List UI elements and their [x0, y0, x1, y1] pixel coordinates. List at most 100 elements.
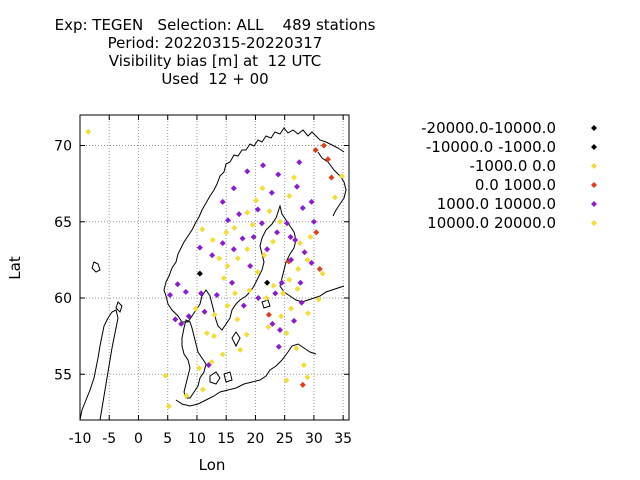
legend-marker: [591, 182, 597, 188]
legend-label: -20000.0-10000.0: [421, 119, 556, 137]
data-point: [263, 295, 270, 301]
axis-ticks: -10 -5 0 5 10 15 20 25 30 35 55 60 65 70: [54, 115, 352, 447]
legend-marker: [591, 144, 597, 150]
data-point: [338, 173, 345, 179]
data-point: [274, 229, 281, 236]
data-point: [172, 316, 179, 323]
data-point: [324, 156, 331, 163]
data-point: [315, 296, 322, 303]
y-axis-label: Lat: [6, 256, 24, 280]
chart-title-block: Exp: TEGEN Selection: ALL 489 stations P…: [0, 16, 430, 88]
data-point: [283, 377, 290, 384]
data-point: [298, 299, 305, 306]
data-point: [308, 259, 315, 266]
legend-marker: [591, 201, 597, 207]
legend-marker: [591, 220, 597, 226]
data-point: [234, 255, 241, 262]
data-point: [296, 159, 303, 166]
x-tick-label: -5: [102, 431, 116, 447]
data-point: [240, 302, 247, 309]
data-point: [210, 333, 217, 340]
data-point: [165, 403, 172, 410]
legend-label: -10000.0 -1000.0: [426, 138, 556, 156]
data-point: [278, 313, 285, 320]
data-point: [243, 331, 250, 338]
data-point: [288, 256, 295, 263]
data-point: [254, 269, 261, 276]
data-point: [85, 128, 92, 135]
y-tick-label: 55: [54, 367, 72, 383]
data-point: [275, 343, 282, 350]
data-point: [220, 275, 227, 282]
data-point: [300, 362, 307, 369]
data-point: [198, 290, 205, 297]
data-point: [299, 381, 306, 388]
x-tick-label: 10: [188, 431, 206, 447]
data-point: [244, 246, 251, 253]
data-point: [268, 189, 275, 196]
data-point: [278, 279, 285, 286]
data-point: [296, 240, 303, 247]
data-point: [211, 311, 218, 318]
data-point: [269, 320, 276, 327]
data-point: [249, 221, 256, 228]
data-point: [205, 362, 212, 369]
data-point: [261, 252, 268, 259]
data-point: [219, 198, 226, 205]
data-point: [229, 279, 236, 286]
x-axis-label: Lon: [199, 456, 226, 474]
chart-title: Exp: TEGEN Selection: ALL 489 stations: [54, 16, 376, 34]
data-point: [310, 218, 317, 225]
legend-label: 1000.0 10000.0: [437, 195, 556, 213]
data-point: [288, 305, 295, 312]
legend-label: 0.0 1000.0: [475, 176, 556, 194]
data-point: [174, 281, 181, 288]
legend-marker: [591, 163, 597, 169]
data-point: [305, 310, 312, 317]
data-point: [234, 316, 241, 323]
data-point: [239, 235, 246, 242]
data-point: [216, 255, 223, 262]
data-point: [237, 346, 244, 353]
data-point: [307, 234, 314, 240]
data-point: [304, 256, 311, 263]
data-point: [266, 208, 273, 215]
x-tick-label: -10: [69, 431, 92, 447]
data-point: [209, 252, 216, 259]
x-tick-label: 35: [334, 431, 352, 447]
data-point: [244, 168, 251, 175]
data-point: [265, 311, 272, 318]
data-point: [270, 282, 277, 289]
y-tick-label: 70: [54, 139, 72, 155]
data-point: [203, 330, 210, 337]
data-point: [219, 240, 226, 247]
data-point: [224, 262, 231, 269]
data-point: [253, 197, 260, 204]
data-point: [244, 209, 251, 216]
data-point: [312, 147, 319, 154]
data-point: [219, 351, 226, 358]
data-point: [287, 234, 294, 240]
data-point: [199, 226, 206, 233]
data-point: [258, 220, 265, 227]
data-point: [272, 290, 279, 297]
data-point: [264, 279, 271, 286]
data-point: [265, 323, 272, 330]
data-point: [236, 211, 243, 218]
data-points: [85, 128, 345, 410]
legend: -20000.0-10000.0-10000.0 -1000.0-1000.0 …: [421, 119, 597, 232]
data-point: [276, 218, 283, 225]
plot-frame: [79, 114, 350, 421]
data-point: [293, 345, 300, 352]
plot-border: [79, 114, 350, 421]
x-tick-label: 0: [134, 431, 143, 447]
legend-label: -1000.0 0.0: [469, 157, 556, 175]
data-point: [276, 327, 283, 334]
data-point: [255, 295, 262, 301]
data-point: [182, 288, 189, 295]
data-point: [293, 183, 300, 190]
data-point: [259, 185, 266, 192]
x-tick-label: 5: [163, 431, 172, 447]
data-point: [286, 192, 293, 199]
